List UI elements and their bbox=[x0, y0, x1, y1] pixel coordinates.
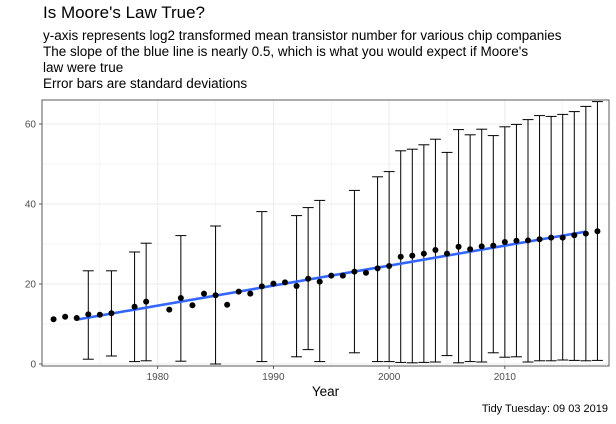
data-point bbox=[328, 272, 335, 279]
data-point bbox=[397, 253, 404, 260]
data-point bbox=[258, 283, 265, 290]
data-point bbox=[548, 234, 555, 241]
data-point bbox=[62, 313, 69, 320]
data-point bbox=[212, 292, 219, 299]
data-point bbox=[386, 263, 393, 269]
data-point bbox=[247, 290, 254, 297]
data-point bbox=[467, 246, 474, 253]
data-point bbox=[131, 303, 138, 310]
data-point bbox=[409, 252, 416, 259]
panel-border bbox=[41, 99, 610, 367]
data-point bbox=[594, 228, 601, 235]
data-point bbox=[513, 237, 520, 244]
data-point bbox=[50, 316, 57, 323]
data-point bbox=[571, 232, 578, 239]
data-point bbox=[108, 310, 115, 317]
data-point bbox=[420, 250, 427, 257]
data-point bbox=[224, 301, 231, 308]
data-point bbox=[351, 268, 358, 275]
axes: 0 20 40 60 1980 1990 2000 2010 bbox=[25, 120, 517, 384]
x-tick-label: 1990 bbox=[262, 372, 285, 383]
data-point bbox=[189, 302, 196, 309]
subtitle-line: The slope of the blue line is nearly 0.5… bbox=[43, 44, 529, 59]
data-point bbox=[316, 278, 323, 285]
x-tick-label: 1980 bbox=[147, 372, 170, 383]
data-point bbox=[270, 280, 277, 287]
data-point bbox=[282, 279, 288, 286]
data-points bbox=[50, 228, 601, 323]
data-point bbox=[177, 295, 184, 301]
data-point bbox=[444, 250, 450, 257]
data-point bbox=[73, 315, 80, 321]
data-point bbox=[96, 311, 103, 318]
chart-subtitle: y-axis represents log2 transformed mean … bbox=[43, 28, 615, 92]
subtitle-line: Error bars are standard deviations bbox=[43, 76, 248, 91]
plot-panel bbox=[42, 100, 609, 366]
data-point bbox=[293, 283, 300, 289]
data-point bbox=[490, 242, 497, 249]
data-point bbox=[143, 298, 150, 305]
data-point bbox=[525, 237, 531, 244]
data-point bbox=[582, 230, 589, 237]
data-point bbox=[455, 243, 462, 250]
subtitle-line: y-axis represents log2 transformed mean … bbox=[43, 28, 562, 43]
subtitle-line: law were true bbox=[43, 60, 124, 75]
data-point bbox=[478, 243, 485, 250]
data-point bbox=[432, 247, 439, 253]
y-tick-label: 0 bbox=[30, 360, 36, 371]
x-tick-label: 2010 bbox=[494, 372, 517, 383]
data-point bbox=[235, 288, 242, 295]
y-tick-label: 60 bbox=[25, 120, 37, 131]
chart-title: Is Moore's Law True? bbox=[43, 3, 205, 22]
data-point bbox=[501, 239, 508, 245]
data-point bbox=[559, 234, 566, 241]
data-point bbox=[536, 236, 543, 243]
data-point bbox=[85, 311, 92, 318]
data-point bbox=[305, 275, 312, 282]
data-point bbox=[166, 306, 173, 313]
data-point bbox=[374, 265, 381, 272]
x-axis-title: Year bbox=[312, 384, 340, 399]
y-tick-label: 20 bbox=[25, 280, 37, 291]
y-tick-label: 40 bbox=[25, 200, 37, 211]
data-point bbox=[363, 269, 369, 276]
data-point bbox=[339, 272, 346, 279]
x-tick-label: 2000 bbox=[378, 372, 401, 383]
chart-caption: Tidy Tuesday: 09 03 2019 bbox=[481, 403, 608, 415]
data-point bbox=[201, 290, 207, 297]
